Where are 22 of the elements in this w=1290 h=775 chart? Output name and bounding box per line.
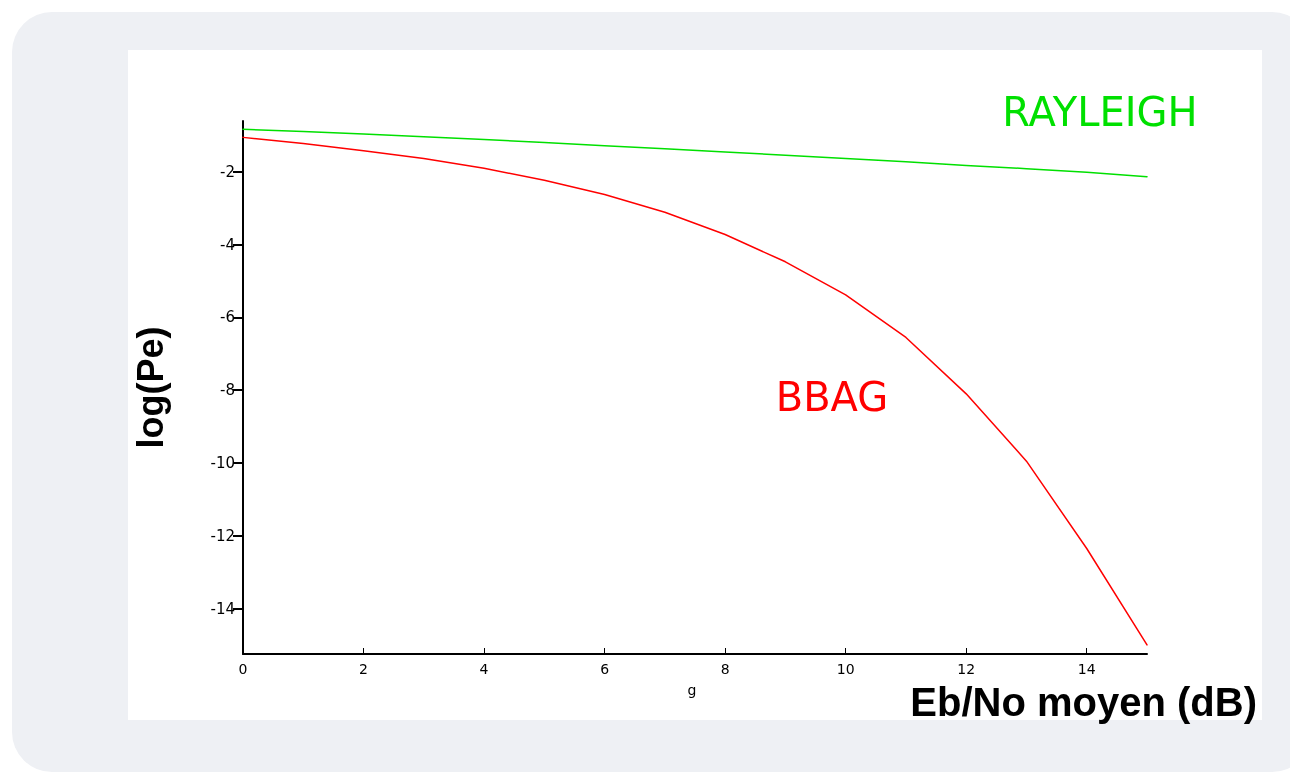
x-tick-label: 0 — [238, 661, 248, 677]
y-tick-label: -6 — [220, 308, 235, 327]
y-tick-label: -8 — [220, 381, 235, 400]
y-tick-label: -4 — [220, 235, 235, 254]
x-tick-label: 8 — [720, 661, 730, 677]
line-series — [242, 128, 1148, 178]
x-tick-label: 4 — [479, 661, 489, 677]
y-tick-label: -10 — [210, 453, 235, 472]
x-tick-label: 6 — [600, 661, 610, 677]
x-tick-label: 10 — [836, 661, 855, 677]
x-tick-label: 2 — [359, 661, 368, 677]
y-tick-label: -12 — [210, 526, 235, 545]
series-label: BBAG — [775, 374, 889, 420]
text: g — [687, 682, 697, 698]
x-tick-label: 14 — [1077, 661, 1096, 677]
y-axis-title: log(Pe) — [129, 326, 171, 449]
line-series — [242, 136, 1148, 646]
series-label: RAYLEIGH — [1002, 89, 1198, 135]
y-tick-label: -2 — [220, 162, 235, 181]
x-tick-label: 12 — [957, 661, 976, 677]
y-tick-label: -14 — [210, 599, 235, 618]
x-axis-title: Eb/No moyen (dB) — [910, 680, 1257, 724]
